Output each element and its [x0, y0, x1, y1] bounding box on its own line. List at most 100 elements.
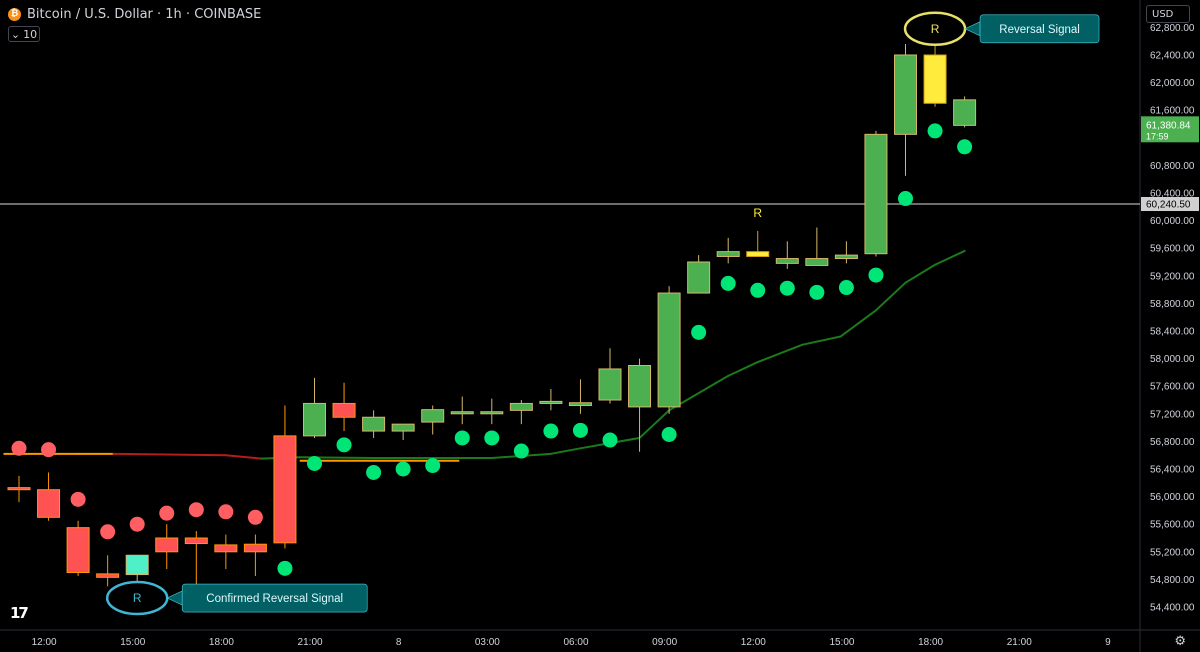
candle-body [450, 411, 474, 415]
confirmed-reversal-signal-callout-label: Confirmed Reversal Signal [206, 593, 343, 605]
candle-body [568, 402, 592, 407]
symbol-title[interactable]: Bitcoin / U.S. Dollar · 1h · COINBASE [27, 6, 262, 22]
time-tick-label: 09:00 [652, 637, 677, 648]
price-tick-label: 56,400.00 [1150, 465, 1195, 476]
candle-body [362, 416, 386, 432]
signal-dot [129, 516, 145, 532]
signal-dot [100, 524, 116, 540]
candle-body [864, 133, 888, 255]
candle-body [834, 254, 858, 260]
time-tick-label: 18:00 [918, 637, 943, 648]
candle-body [96, 573, 120, 578]
time-tick-label: 15:00 [120, 637, 145, 648]
last-price-value: 61,380.84 [1146, 120, 1191, 131]
reversal-signal-callout-pointer [964, 21, 981, 37]
candle-body [480, 411, 504, 415]
signal-dot [898, 191, 913, 207]
last-price-tag [1141, 116, 1199, 143]
signal-dot [277, 560, 293, 576]
price-tick-label: 56,800.00 [1150, 437, 1195, 448]
last-price-countdown: 17:59 [1146, 131, 1169, 141]
price-tick-label: 57,200.00 [1150, 409, 1195, 420]
signal-dot [957, 139, 973, 155]
trend-line-segment [727, 361, 759, 377]
time-tick-label: 03:00 [475, 637, 500, 648]
signal-dot [750, 282, 766, 298]
time-tick-label: 12:00 [741, 637, 766, 648]
confirmed-reversal-signal-callout-box [181, 583, 368, 613]
price-tick-label: 55,600.00 [1150, 520, 1195, 531]
signal-dot [366, 464, 382, 480]
candle-body [66, 527, 90, 574]
candle-body [391, 423, 415, 432]
trend-line-segment [839, 309, 877, 338]
trend-line-segment [638, 409, 671, 439]
signal-dot [336, 437, 352, 453]
candle-body [716, 251, 740, 257]
candle-body [598, 368, 622, 401]
time-tick-label: 15:00 [829, 637, 854, 648]
candle-body [243, 543, 267, 553]
trend-line-segment [756, 343, 804, 364]
candle-body [953, 99, 977, 126]
signal-dot [247, 509, 263, 525]
price-tick-label: 58,800.00 [1150, 299, 1195, 310]
signal-dot [779, 280, 795, 296]
candle-body [332, 402, 356, 418]
hline-price-value: 60,240.50 [1146, 200, 1191, 211]
signal-dot [395, 461, 411, 477]
candle-body [894, 54, 917, 135]
confirmed-reversal-signal-callout-pointer [166, 590, 183, 606]
candle-body [155, 537, 179, 553]
price-tick-label: 60,800.00 [1150, 161, 1195, 172]
price-tick-label: 59,600.00 [1150, 244, 1195, 255]
price-tick-label: 54,800.00 [1150, 575, 1195, 586]
signal-r-label: R [753, 206, 762, 220]
signal-dot [543, 423, 559, 439]
candle-body [775, 258, 799, 264]
trend-line-segment [904, 263, 937, 284]
candle-body [923, 54, 947, 104]
time-tick-label: 21:00 [1007, 637, 1032, 648]
signal-dot [11, 440, 27, 456]
reversal-signal-callout-box [979, 14, 1100, 44]
price-tick-label: 59,200.00 [1150, 271, 1195, 282]
trend-line-segment [112, 452, 227, 457]
signal-dot [868, 267, 884, 283]
price-tick-label: 55,200.00 [1150, 547, 1195, 558]
price-tick-label: 62,000.00 [1150, 78, 1195, 89]
candle-body [214, 544, 238, 553]
time-tick-label: 8 [396, 637, 402, 648]
currency-selector[interactable]: USD [1146, 5, 1190, 23]
chevron-down-icon: ⌄ [10, 27, 21, 41]
signal-dot [484, 430, 500, 446]
candle-body [421, 409, 445, 423]
candle-body [628, 365, 652, 408]
indicator-period-toggle[interactable]: ⌄ 10 [8, 26, 40, 42]
time-tick-label: 06:00 [564, 637, 589, 648]
indicator-period-value: 10 [23, 27, 38, 41]
signal-dot [513, 443, 529, 459]
signal-dot [425, 458, 441, 474]
signal-dot [41, 442, 57, 458]
time-tick-label: 21:00 [298, 637, 323, 648]
signal-dot [307, 455, 322, 471]
gear-icon[interactable]: ⚙ [1174, 634, 1186, 649]
trend-line-segment [874, 281, 907, 312]
confirmed-reversal-signal-ellipse-label: R [133, 591, 142, 605]
trend-line-segment [549, 447, 582, 455]
trend-line-segment [224, 454, 263, 460]
hline-price-tag [1141, 197, 1199, 212]
price-tick-label: 57,600.00 [1150, 382, 1195, 393]
signal-dot [602, 432, 618, 448]
signal-dot [661, 427, 677, 442]
candle-body [273, 435, 297, 544]
candle-body [746, 251, 770, 257]
signal-dot [218, 504, 234, 520]
signal-dot [159, 505, 175, 521]
price-tick-label: 60,000.00 [1150, 216, 1195, 227]
time-tick-label: 18:00 [209, 637, 234, 648]
price-tick-label: 62,400.00 [1150, 51, 1195, 62]
signal-dot [927, 123, 943, 139]
